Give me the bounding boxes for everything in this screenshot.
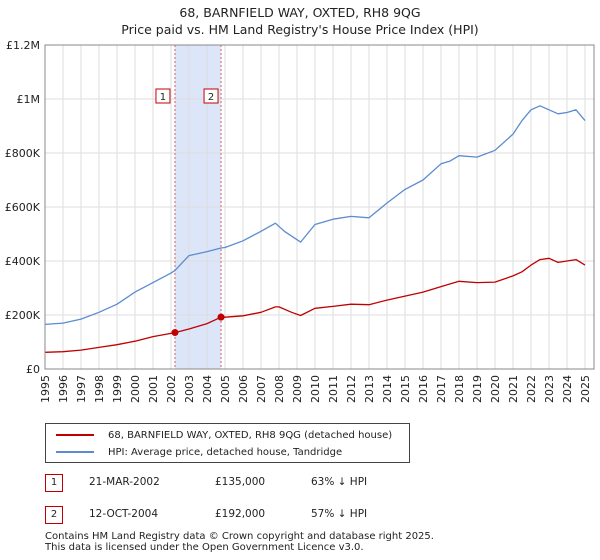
x-tick-label: 1999 [111, 375, 124, 403]
annotation-label: 1 [160, 92, 166, 103]
y-tick-label: £1M [17, 93, 41, 106]
chart-title: 68, BARNFIELD WAY, OXTED, RH8 9QG [179, 5, 421, 20]
legend-swatch-property [56, 434, 94, 436]
y-tick-label: £200K [5, 309, 41, 322]
x-tick-label: 2018 [453, 375, 466, 403]
sale-date: 12-OCT-2004 [89, 508, 158, 520]
y-tick-label: £600K [5, 201, 41, 214]
x-tick-label: 2006 [237, 375, 250, 403]
sale-number-badge: 2 [45, 506, 63, 524]
footer: Contains HM Land Registry data © Crown c… [45, 531, 434, 553]
sale-hpi-diff: 63% ↓ HPI [311, 476, 368, 488]
sale-hpi-diff: 57% ↓ HPI [311, 508, 368, 520]
footer-line-1: Contains HM Land Registry data © Crown c… [45, 531, 434, 542]
x-tick-label: 2005 [219, 375, 232, 403]
y-tick-label: £1.2M [6, 39, 40, 52]
x-tick-label: 2023 [543, 375, 556, 403]
legend-label-property: 68, BARNFIELD WAY, OXTED, RH8 9QG (detac… [108, 429, 393, 441]
x-tick-label: 2016 [417, 375, 430, 403]
legend-item-property: 68, BARNFIELD WAY, OXTED, RH8 9QG (detac… [56, 428, 392, 442]
y-tick-label: £400K [5, 255, 41, 268]
legend-swatch-hpi [56, 451, 94, 453]
x-tick-label: 2020 [489, 375, 502, 403]
x-tick-label: 2011 [327, 375, 340, 403]
x-tick-label: 2001 [147, 375, 160, 403]
x-tick-label: 2015 [399, 375, 412, 403]
x-tick-label: 2021 [507, 375, 520, 403]
sale-point [171, 329, 179, 337]
x-tick-label: 2025 [579, 375, 592, 403]
footer-line-2: This data is licensed under the Open Gov… [45, 542, 364, 553]
sale-price: £135,000 [215, 476, 266, 488]
x-tick-label: 2010 [309, 375, 322, 403]
x-tick-label: 2024 [561, 375, 574, 403]
x-tick-label: 2008 [273, 375, 286, 403]
x-tick-label: 2002 [165, 375, 178, 403]
annotation-box [155, 88, 171, 104]
x-tick-label: 2019 [471, 375, 484, 403]
sale-number-badge: 1 [45, 474, 63, 492]
annotation-label: 2 [208, 92, 214, 103]
x-tick-label: 2000 [129, 375, 142, 403]
x-tick-label: 1997 [75, 375, 88, 403]
x-tick-label: 1996 [57, 375, 70, 403]
legend-label-hpi: HPI: Average price, detached house, Tand… [108, 446, 343, 458]
sale-price: £192,000 [215, 508, 266, 520]
x-tick-label: 1995 [39, 375, 52, 403]
legend: 68, BARNFIELD WAY, OXTED, RH8 9QG (detac… [45, 423, 410, 463]
x-tick-label: 1998 [93, 375, 106, 403]
x-tick-label: 2017 [435, 375, 448, 403]
legend-item-hpi: HPI: Average price, detached house, Tand… [56, 445, 342, 459]
sale-date: 21-MAR-2002 [89, 476, 160, 488]
price-chart: £0 £200K £400K £600K £800K £1M £1.2M 1995 1996 19… [5, 39, 595, 403]
x-tick-label: 2007 [255, 375, 268, 403]
x-tick-label: 2003 [183, 375, 196, 403]
y-tick-label: £0 [26, 363, 40, 376]
series-line-hpi [44, 105, 586, 326]
sale-point [217, 313, 225, 321]
annotation-box [203, 88, 219, 104]
x-tick-label: 2004 [201, 375, 214, 403]
x-tick-label: 2013 [363, 375, 376, 403]
x-tick-label: 2012 [345, 375, 358, 403]
x-tick-label: 2014 [381, 375, 394, 403]
x-tick-label: 2009 [291, 375, 304, 403]
plot-border [44, 44, 595, 370]
y-tick-label: £800K [5, 147, 41, 160]
series-line-property [44, 257, 586, 353]
chart-subtitle: Price paid vs. HM Land Registry's House … [121, 22, 479, 37]
x-tick-label: 2022 [525, 375, 538, 403]
